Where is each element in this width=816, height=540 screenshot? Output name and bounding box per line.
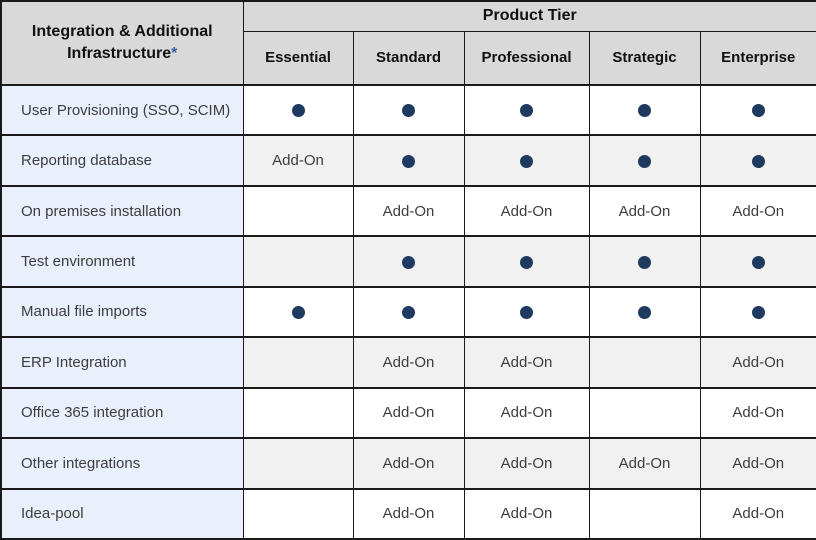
feature-label: Idea-pool <box>1 488 243 539</box>
feature-label: Manual file imports <box>1 286 243 339</box>
empty-cell <box>588 488 700 539</box>
empty-cell <box>242 387 353 440</box>
table-row: On premises installation Add-On Add-On Add-… <box>1 185 816 238</box>
filled-circle-icon <box>291 306 305 319</box>
tier-column-header-enterprise: Enterprise <box>699 31 816 86</box>
addon-cell: Add-On <box>463 438 589 490</box>
table-body: User Provisioning (SSO, SCIM) Reporting d… <box>1 85 816 539</box>
included-cell <box>588 135 700 187</box>
included-cell <box>463 135 589 187</box>
included-cell <box>699 286 816 339</box>
empty-cell <box>242 236 353 288</box>
tier-column-header-essential: Essential <box>242 31 353 86</box>
included-cell <box>588 85 700 137</box>
addon-cell: Add-On <box>352 488 464 539</box>
empty-cell <box>588 337 700 389</box>
footnote-asterisk: * <box>171 45 178 62</box>
included-cell <box>352 286 464 339</box>
empty-cell <box>242 185 353 238</box>
addon-cell: Add-On <box>699 488 816 539</box>
column-group-header: Product Tier <box>243 1 816 32</box>
included-cell <box>352 135 464 187</box>
filled-circle-icon <box>638 104 651 118</box>
filled-circle-icon <box>751 306 765 319</box>
addon-cell: Add-On <box>699 185 816 238</box>
addon-cell: Add-On <box>463 185 589 238</box>
table-row: User Provisioning (SSO, SCIM) <box>1 85 816 137</box>
addon-cell: Add-On <box>352 438 464 490</box>
addon-cell: Add-On <box>699 337 816 389</box>
addon-cell: Add-On <box>352 387 464 440</box>
filled-circle-icon <box>751 255 765 269</box>
addon-cell: Add-On <box>699 438 816 490</box>
addon-cell: Add-On <box>242 135 353 187</box>
addon-cell: Add-On <box>699 387 816 440</box>
included-cell <box>699 85 816 137</box>
included-cell <box>463 236 589 288</box>
addon-cell: Add-On <box>352 185 464 238</box>
row-group-title: Integration & Additional Infrastructure <box>31 22 213 62</box>
filled-circle-icon <box>751 104 765 118</box>
empty-cell <box>242 438 353 490</box>
included-cell <box>463 85 589 137</box>
feature-label: Other integrations <box>1 438 243 490</box>
addon-cell: Add-On <box>463 387 589 440</box>
included-cell <box>588 286 700 339</box>
filled-circle-icon <box>638 255 651 269</box>
feature-label: Test environment <box>1 236 243 288</box>
table-row: ERP Integration Add-On Add-On Add-On <box>1 337 816 389</box>
filled-circle-icon <box>291 104 305 118</box>
table-row: Idea-pool Add-On Add-On Add-On <box>1 488 816 539</box>
included-cell <box>588 236 700 288</box>
feature-label: Reporting database <box>1 135 243 187</box>
feature-label: User Provisioning (SSO, SCIM) <box>1 85 243 137</box>
filled-circle-icon <box>402 104 415 118</box>
tier-column-header-standard: Standard <box>352 31 464 86</box>
feature-label: On premises installation <box>1 185 243 238</box>
empty-cell <box>242 337 353 389</box>
feature-label: ERP Integration <box>1 337 243 389</box>
empty-cell <box>242 488 353 539</box>
filled-circle-icon <box>402 255 415 269</box>
addon-cell: Add-On <box>463 337 589 389</box>
table-row: Reporting database Add-On <box>1 135 816 187</box>
table-row: Manual file imports <box>1 286 816 339</box>
tier-column-header-professional: Professional <box>463 31 589 86</box>
group-header-row: Integration & Additional Infrastructure*… <box>1 1 816 86</box>
tier-column-header-strategic: Strategic <box>588 31 700 86</box>
filled-circle-icon <box>520 255 533 269</box>
addon-cell: Add-On <box>463 488 589 539</box>
addon-cell: Add-On <box>588 438 700 490</box>
filled-circle-icon <box>751 154 765 168</box>
included-cell <box>463 286 589 339</box>
empty-cell <box>588 387 700 440</box>
filled-circle-icon <box>638 154 651 168</box>
filled-circle-icon <box>520 154 533 168</box>
included-cell <box>242 286 353 339</box>
feature-label: Office 365 integration <box>1 387 243 440</box>
row-group-header: Integration & Additional Infrastructure* <box>1 1 244 86</box>
table-row: Test environment <box>1 236 816 288</box>
addon-cell: Add-On <box>352 337 464 389</box>
included-cell <box>699 236 816 288</box>
filled-circle-icon <box>402 306 415 319</box>
filled-circle-icon <box>638 306 651 319</box>
included-cell <box>699 135 816 187</box>
tier-header-row: Essential Standard Professional Strategic En… <box>1 31 816 86</box>
filled-circle-icon <box>402 154 415 168</box>
filled-circle-icon <box>520 306 533 319</box>
included-cell <box>242 85 353 137</box>
table-row: Other integrations Add-On Add-On Add-On Add-… <box>1 438 816 490</box>
included-cell <box>352 236 464 288</box>
filled-circle-icon <box>520 104 533 118</box>
addon-cell: Add-On <box>588 185 700 238</box>
included-cell <box>352 85 464 137</box>
table-row: Office 365 integration Add-On Add-On Add-On <box>1 387 816 440</box>
